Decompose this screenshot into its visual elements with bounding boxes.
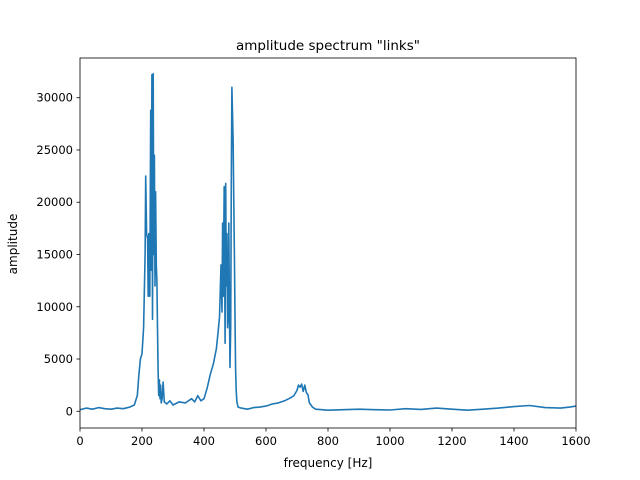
y-tick-label: 10000 (36, 300, 73, 314)
y-tick-label: 20000 (36, 195, 73, 209)
y-tick-label: 30000 (36, 91, 73, 105)
chart-title: amplitude spectrum "links" (236, 38, 420, 54)
series-line-0 (80, 72, 576, 412)
x-tick-label: 1200 (437, 434, 466, 448)
x-tick-label: 1000 (375, 434, 404, 448)
y-tick-label: 5000 (44, 352, 73, 366)
x-tick-label: 200 (131, 434, 153, 448)
x-axis-label: frequency [Hz] (284, 456, 373, 470)
y-tick-label: 25000 (36, 143, 73, 157)
plot-area (80, 72, 576, 412)
axes: 0 200 400 600 800 1000 1200 1400 1600 0 5000 10000 1… (36, 57, 591, 448)
y-tick-label: 0 (66, 404, 73, 418)
x-tick-label: 600 (255, 434, 277, 448)
y-axis-label: amplitude (6, 214, 20, 275)
x-tick-label: 0 (76, 434, 83, 448)
x-tick-label: 1600 (561, 434, 590, 448)
x-tick-label: 800 (317, 434, 339, 448)
x-tick-label: 400 (193, 434, 215, 448)
x-tick-label: 1400 (499, 434, 528, 448)
y-tick-label: 15000 (36, 247, 73, 261)
